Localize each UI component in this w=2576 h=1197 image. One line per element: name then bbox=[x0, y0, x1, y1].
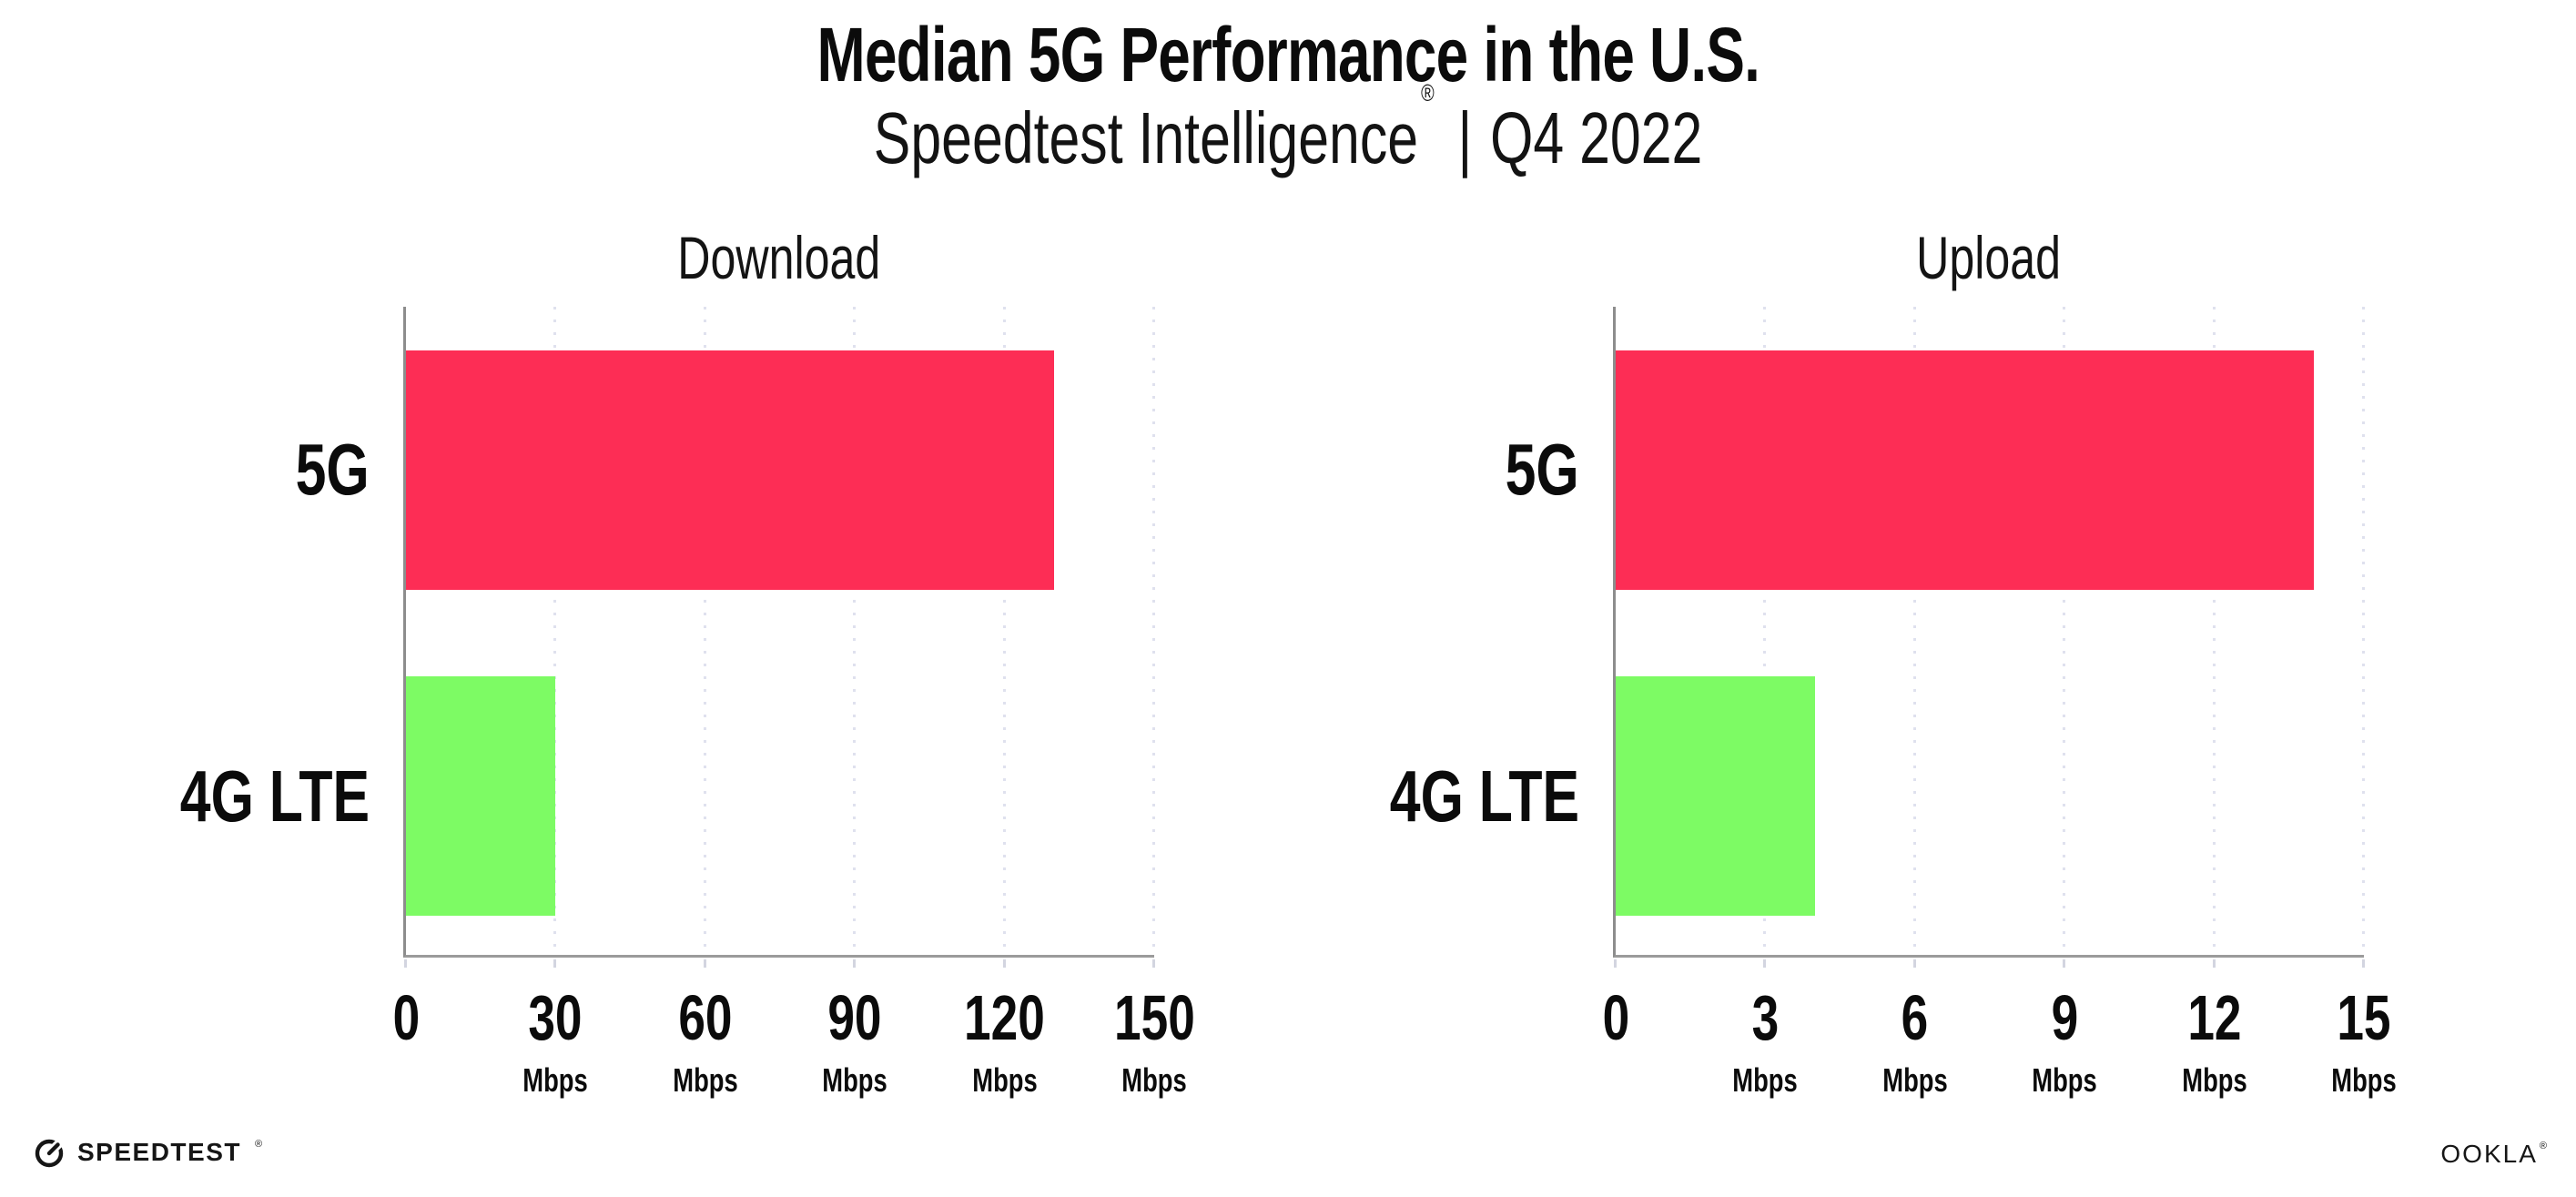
download-chart-title: Download bbox=[676, 224, 881, 291]
upload-tickmark-15 bbox=[2362, 959, 2365, 968]
upload-tick-unit-9: Mbps bbox=[2032, 1061, 2097, 1099]
download-tick-label-150: 150 Mbps bbox=[1054, 986, 1254, 1097]
page-title-text: Median 5G Performance in the U.S. bbox=[816, 12, 1760, 97]
download-chart: Download 0 30 Mbps 60 Mbps 90 Mbps 120 Mbps 150 Mb… bbox=[180, 224, 1195, 1197]
download-tick-unit-120: Mbps bbox=[971, 1061, 1038, 1099]
download-tick-value-90: 90 bbox=[827, 982, 882, 1053]
upload-tick-unit-6: Mbps bbox=[1882, 1061, 1948, 1099]
speedtest-registered-icon: ® bbox=[254, 1139, 263, 1150]
ookla-registered-icon: ® bbox=[2539, 1140, 2547, 1151]
upload-tick-unit-12: Mbps bbox=[2181, 1061, 2247, 1099]
download-tick-label-0: 0 bbox=[306, 986, 506, 1050]
download-gridline-90 bbox=[853, 307, 857, 955]
upload-tick-value-3: 3 bbox=[1751, 982, 1780, 1053]
subtitle-brand: Speedtest Intelligence bbox=[873, 97, 1419, 178]
upload-tickmark-6 bbox=[1912, 959, 1916, 968]
upload-tick-value-6: 6 bbox=[1902, 982, 1929, 1053]
upload-plot-area: 0 3 Mbps 6 Mbps 9 Mbps 12 Mbps 15 Mbps 5G 4G LTE bbox=[1390, 307, 2397, 1097]
download-plot-area: 0 30 Mbps 60 Mbps 90 Mbps 120 Mbps 150 Mbps 5G 4G LT… bbox=[180, 307, 1194, 1097]
upload-tick-label-6: 6 Mbps bbox=[1815, 986, 2015, 1097]
download-category-label-5g: 5G bbox=[295, 429, 370, 510]
page-subtitle: Speedtest Intelligence® | Q4 2022 bbox=[0, 81, 2576, 175]
download-tick-unit-30: Mbps bbox=[522, 1061, 589, 1099]
download-tickmark-60 bbox=[703, 959, 706, 968]
upload-gridline-3 bbox=[1763, 307, 1767, 955]
download-tick-value-30: 30 bbox=[528, 982, 583, 1053]
download-tick-label-120: 120 Mbps bbox=[905, 986, 1105, 1097]
download-tickmark-150 bbox=[1152, 959, 1155, 968]
upload-category-label-4g-lte: 4G LTE bbox=[1389, 756, 1579, 837]
download-gridline-150 bbox=[1152, 307, 1155, 955]
upload-tick-value-9: 9 bbox=[2051, 982, 2078, 1053]
upload-chart: Upload 0 3 Mbps 6 Mbps 9 Mbps 12 Mbps 15 Mbps 5G 4G … bbox=[1390, 224, 2397, 1197]
upload-tickmark-12 bbox=[2212, 959, 2216, 968]
upload-tick-label-3: 3 Mbps bbox=[1665, 986, 1865, 1097]
download-gridline-120 bbox=[1002, 307, 1006, 955]
download-tick-label-90: 90 Mbps bbox=[755, 986, 955, 1097]
page-title: Median 5G Performance in the U.S. bbox=[0, 16, 2576, 93]
ookla-logo: OOKLA ® bbox=[2440, 1140, 2547, 1169]
download-tickmark-30 bbox=[553, 959, 557, 968]
upload-bar-5g bbox=[1616, 350, 2315, 590]
download-tickmark-0 bbox=[404, 959, 407, 968]
upload-tick-label-15: 15 Mbps bbox=[2264, 986, 2464, 1097]
upload-gridline-12 bbox=[2212, 307, 2216, 955]
upload-tick-value-15: 15 bbox=[2337, 982, 2391, 1053]
download-tick-unit-90: Mbps bbox=[822, 1061, 887, 1099]
speedtest-wordmark: SPEEDTEST bbox=[77, 1138, 241, 1166]
upload-tickmark-0 bbox=[1614, 959, 1617, 968]
upload-tick-unit-15: Mbps bbox=[2331, 1061, 2397, 1099]
download-tickmark-120 bbox=[1002, 959, 1006, 968]
download-tick-value-60: 60 bbox=[678, 982, 733, 1053]
upload-tick-value-12: 12 bbox=[2187, 982, 2242, 1053]
upload-tick-value-0: 0 bbox=[1602, 982, 1629, 1053]
download-bar-4g-lte bbox=[406, 676, 556, 916]
upload-chart-title: Upload bbox=[1916, 224, 2061, 291]
download-tick-label-30: 30 Mbps bbox=[455, 986, 655, 1097]
page-subtitle-text: Speedtest Intelligence® | Q4 2022 bbox=[874, 81, 1703, 175]
speedtest-gauge-icon bbox=[35, 1138, 65, 1168]
upload-tick-label-9: 9 Mbps bbox=[1964, 986, 2165, 1097]
download-tickmark-90 bbox=[853, 959, 857, 968]
download-tick-value-0: 0 bbox=[392, 982, 420, 1053]
upload-tickmark-9 bbox=[2063, 959, 2066, 968]
registered-mark-icon: ® bbox=[1421, 79, 1435, 107]
download-category-label-4g-lte: 4G LTE bbox=[179, 756, 370, 837]
download-tick-value-120: 120 bbox=[964, 982, 1045, 1053]
download-tick-label-60: 60 Mbps bbox=[605, 986, 806, 1097]
subtitle-period: Q4 2022 bbox=[1490, 97, 1703, 178]
upload-gridline-9 bbox=[2063, 307, 2066, 955]
upload-tick-unit-3: Mbps bbox=[1732, 1061, 1799, 1099]
download-gridline-30 bbox=[553, 307, 557, 955]
download-gridline-60 bbox=[703, 307, 706, 955]
subtitle-separator: | bbox=[1457, 97, 1473, 178]
upload-category-label-5g: 5G bbox=[1505, 429, 1579, 510]
ookla-wordmark: OOKLA bbox=[2440, 1140, 2538, 1168]
upload-tick-label-0: 0 bbox=[1516, 986, 1716, 1050]
upload-tick-label-12: 12 Mbps bbox=[2115, 986, 2315, 1097]
upload-gridline-15 bbox=[2362, 307, 2365, 955]
download-tick-unit-150: Mbps bbox=[1121, 1061, 1187, 1099]
download-tick-unit-60: Mbps bbox=[673, 1061, 738, 1099]
upload-tickmark-3 bbox=[1763, 959, 1767, 968]
download-bar-5g bbox=[406, 350, 1055, 590]
download-tick-value-150: 150 bbox=[1113, 982, 1195, 1053]
upload-bar-4g-lte bbox=[1616, 676, 1816, 916]
upload-gridline-6 bbox=[1912, 307, 1916, 955]
speedtest-logo: SPEEDTEST ® bbox=[33, 1136, 262, 1169]
